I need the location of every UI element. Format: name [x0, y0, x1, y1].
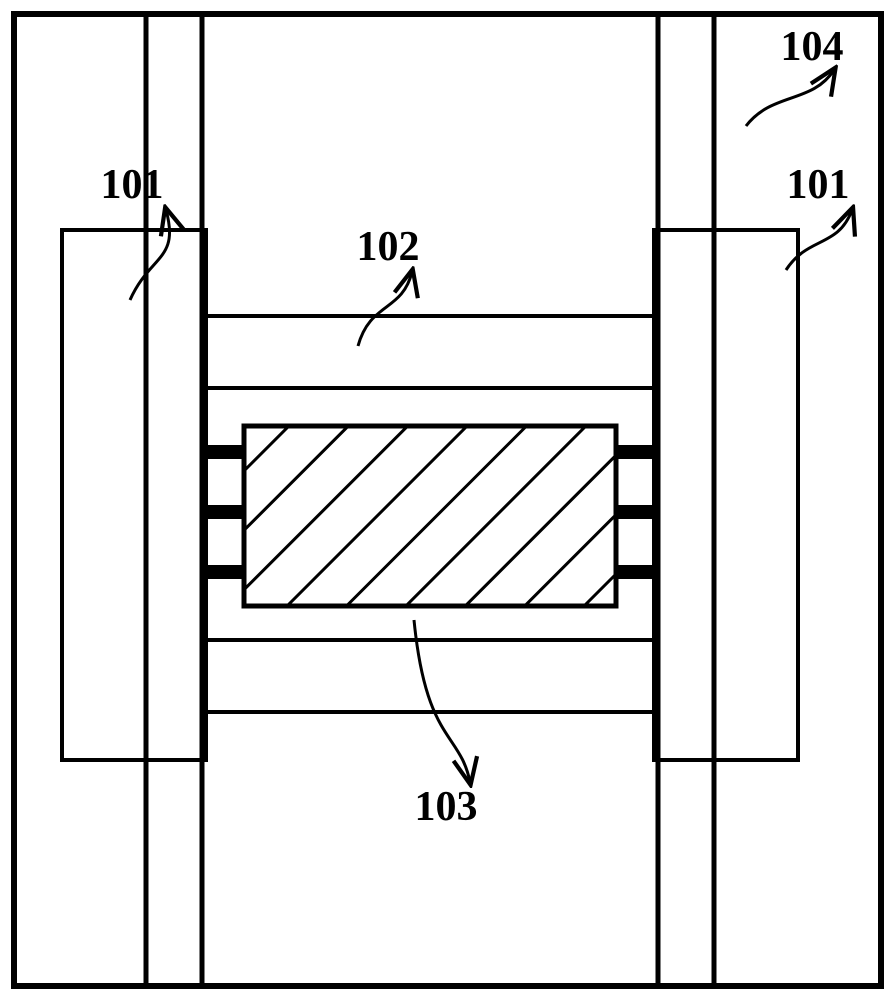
label-l101_right: 101	[787, 162, 850, 208]
label-l104: 104	[781, 24, 844, 70]
crossbar-top	[204, 316, 656, 388]
l103-leader	[414, 620, 470, 782]
l104-leader	[746, 70, 834, 126]
hatched-core	[244, 426, 616, 606]
label-l103: 103	[415, 784, 478, 830]
l102-leader	[358, 272, 412, 346]
label-l102: 102	[357, 224, 420, 270]
l101_right-leader	[786, 210, 852, 270]
label-l101_left: 101	[101, 162, 164, 208]
left-sleeve	[62, 230, 206, 760]
l101_left-leader	[130, 210, 170, 300]
right-sleeve	[654, 230, 798, 760]
